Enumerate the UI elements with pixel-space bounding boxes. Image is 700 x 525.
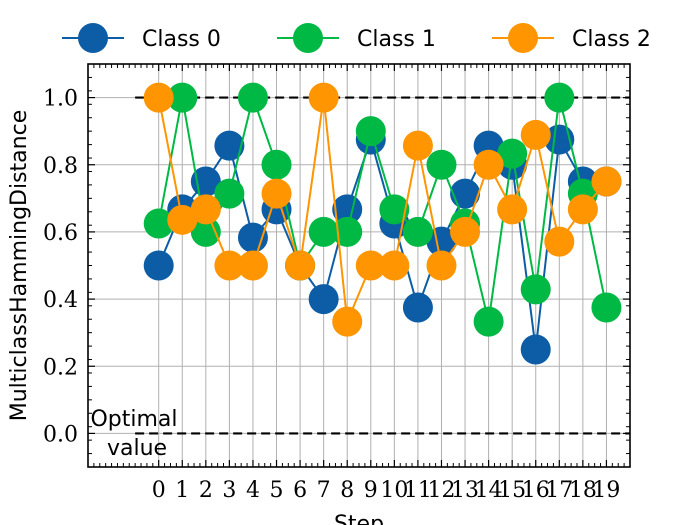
data-point	[473, 149, 504, 180]
x-tick-label: 16	[522, 478, 550, 503]
data-point	[426, 149, 457, 180]
legend-item-2: Class 2	[492, 23, 651, 53]
y-tick-label: 0.0	[43, 422, 78, 447]
data-point	[402, 292, 433, 323]
legend-item-1: Class 1	[277, 23, 436, 53]
series-2	[143, 82, 622, 337]
x-tick-label: 10	[380, 478, 408, 503]
legend: Class 0 Class 1 Class 2	[62, 23, 651, 53]
data-point	[308, 284, 339, 315]
data-point	[190, 194, 221, 225]
series-layer	[143, 82, 622, 365]
data-point	[544, 226, 575, 257]
x-tick-label: 2	[199, 478, 213, 503]
x-tick-label: 17	[545, 478, 573, 503]
data-point	[426, 250, 457, 281]
data-point	[544, 82, 575, 113]
data-point	[402, 216, 433, 247]
data-point	[497, 138, 528, 169]
data-point	[402, 130, 433, 161]
data-point	[143, 82, 174, 113]
data-point	[261, 149, 292, 180]
data-point	[355, 250, 386, 281]
data-point	[143, 250, 174, 281]
data-point	[450, 178, 481, 209]
x-tick-label: 3	[222, 478, 236, 503]
annotation-optimal: Optimal	[90, 407, 177, 432]
x-tick-label: 13	[451, 478, 479, 503]
legend-marker	[293, 23, 323, 53]
x-tick-label: 1	[175, 478, 189, 503]
x-tick-label: 18	[569, 478, 597, 503]
data-point	[237, 222, 268, 253]
y-tick-label: 0.4	[43, 288, 78, 313]
legend-label: Class 1	[357, 27, 436, 52]
legend-label: Class 2	[572, 27, 651, 52]
data-point	[355, 116, 386, 147]
x-tick-label: 9	[364, 478, 378, 503]
tick-marks	[87, 63, 630, 468]
x-tick-label: 19	[592, 478, 620, 503]
data-point	[143, 208, 174, 239]
x-tick-label: 4	[246, 478, 260, 503]
series-line	[157, 94, 608, 322]
x-tick-label: 0	[152, 478, 166, 503]
y-tick-label: 0.2	[43, 355, 78, 380]
data-point	[308, 82, 339, 113]
annotation-value: value	[107, 436, 167, 461]
y-tick-label: 0.8	[43, 154, 78, 179]
data-point	[214, 130, 245, 161]
data-point	[261, 178, 292, 209]
x-tick-label: 15	[498, 478, 526, 503]
data-point	[591, 292, 622, 323]
data-point	[237, 250, 268, 281]
data-point	[426, 226, 457, 257]
y-tick-label: 0.6	[43, 221, 78, 246]
data-point	[308, 216, 339, 247]
data-point	[450, 216, 481, 247]
x-tick-label: 6	[293, 478, 307, 503]
y-tick-labels: 0.0 0.2 0.4 0.6 0.8 1.0	[43, 87, 78, 448]
data-point	[473, 306, 504, 337]
x-tick-label: 7	[317, 478, 331, 503]
data-point	[190, 216, 221, 247]
data-point	[214, 178, 245, 209]
legend-marker	[508, 23, 538, 53]
data-point	[567, 194, 598, 225]
x-tick-label: 14	[475, 478, 503, 503]
data-point	[285, 250, 316, 281]
y-tick-label: 1.0	[43, 87, 78, 112]
data-point	[167, 82, 198, 113]
legend-item-0: Class 0	[62, 23, 221, 53]
data-point	[379, 194, 410, 225]
series-1	[143, 82, 622, 337]
data-point	[332, 306, 363, 337]
x-tick-label: 8	[340, 478, 354, 503]
series-line	[157, 136, 607, 350]
data-point	[214, 250, 245, 281]
x-axis-title: Step	[334, 512, 384, 525]
data-point	[237, 82, 268, 113]
data-point	[520, 334, 551, 365]
legend-label: Class 0	[142, 27, 221, 52]
legend-marker	[78, 23, 108, 53]
x-tick-label: 5	[270, 478, 284, 503]
y-axis-title: MulticlassHammingDistance	[7, 110, 32, 422]
data-point	[497, 194, 528, 225]
x-tick-label: 12	[427, 478, 455, 503]
data-point	[379, 250, 410, 281]
data-point	[591, 166, 622, 197]
data-point	[520, 274, 551, 305]
data-point	[332, 216, 363, 247]
data-point	[167, 204, 198, 235]
data-point	[520, 119, 551, 150]
x-tick-label: 11	[404, 478, 432, 503]
